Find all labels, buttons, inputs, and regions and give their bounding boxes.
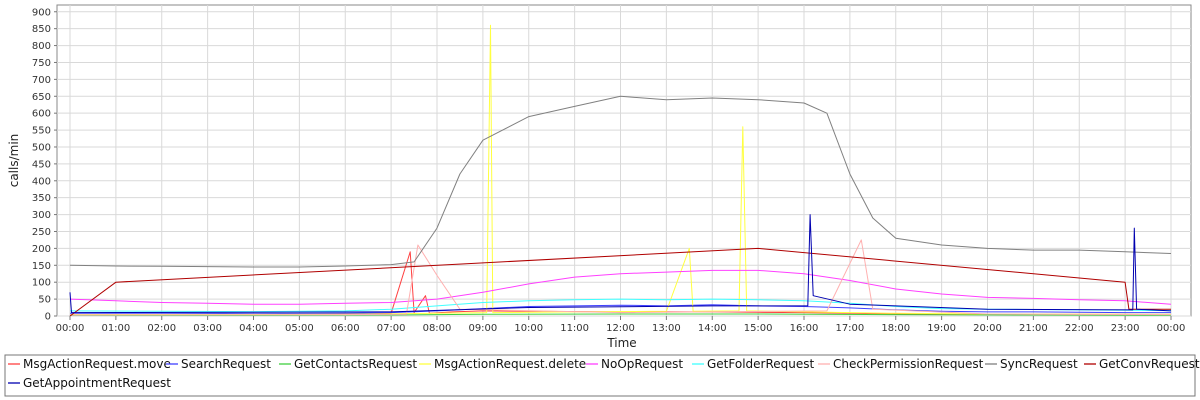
- y-tick-label: 450: [32, 159, 51, 170]
- y-tick-label: 350: [32, 193, 51, 204]
- x-tick-label: 09:00: [468, 323, 497, 334]
- x-tick-label: 15:00: [744, 323, 773, 334]
- y-tick-label: 850: [32, 24, 51, 35]
- legend-label: SearchRequest: [181, 357, 271, 371]
- legend-item: SyncRequest: [985, 357, 1078, 371]
- y-tick-label: 300: [32, 210, 51, 221]
- series-line-getcontactsrequest: [70, 313, 1172, 316]
- legend-label: SyncRequest: [1000, 357, 1078, 371]
- x-tick-label: 08:00: [423, 323, 452, 334]
- y-axis-title: calls/min: [7, 134, 21, 188]
- legend-label: NoOpRequest: [601, 357, 683, 371]
- y-tick-label: 650: [32, 92, 51, 103]
- y-tick-label: 150: [32, 261, 51, 272]
- y-tick-label: 0: [45, 312, 51, 323]
- legend-label: GetContactsRequest: [294, 357, 417, 371]
- legend-box: [4, 354, 1196, 397]
- legend-item: GetAppointmentRequest: [8, 376, 171, 390]
- legend-item: NoOpRequest: [586, 357, 683, 371]
- x-tick-label: 05:00: [285, 323, 314, 334]
- y-tick-label: 500: [32, 142, 51, 153]
- y-tick-label: 750: [32, 58, 51, 69]
- x-tick-label: 06:00: [331, 323, 360, 334]
- y-tick-label: 200: [32, 244, 51, 255]
- series-line-getfolderrequest: [69, 298, 1172, 313]
- x-tick-label: 02:00: [147, 323, 176, 334]
- x-tick-label: 17:00: [835, 323, 864, 334]
- x-tick-label: 00:00: [1157, 323, 1186, 334]
- x-tick-label: 19:00: [927, 323, 956, 334]
- y-tick-label: 250: [32, 227, 51, 238]
- legend-item: CheckPermissionRequest: [818, 357, 984, 371]
- y-tick-label: 700: [32, 75, 51, 86]
- x-tick-label: 22:00: [1065, 323, 1094, 334]
- legend-label: CheckPermissionRequest: [833, 357, 984, 371]
- legend-label: MsgActionRequest.move: [23, 357, 171, 371]
- x-tick-label: 12:00: [606, 323, 635, 334]
- legend-item: MsgActionRequest.move: [8, 357, 171, 371]
- x-tick-label: 21:00: [1019, 323, 1048, 334]
- series-line-getappointmentrequest: [69, 214, 1172, 314]
- x-tick-label: 23:00: [1111, 323, 1140, 334]
- x-axis: 00:00 01:00 02:00 03:00 04:00 05:00 06:00 07:00…: [56, 316, 1186, 334]
- y-tick-label: 50: [38, 295, 51, 306]
- x-tick-label: 01:00: [101, 323, 130, 334]
- x-tick-label: 13:00: [652, 323, 681, 334]
- series-line-syncrequest: [69, 95, 1172, 268]
- legend-label: GetAppointmentRequest: [23, 376, 171, 390]
- x-tick-label: 00:00: [56, 323, 85, 334]
- legend-label: GetConvRequest: [1099, 357, 1200, 371]
- legend-item: GetConvRequest: [1084, 357, 1200, 371]
- series-line-msgactionrequest-delete: [69, 24, 1172, 316]
- series-line-nooprequest: [69, 269, 1172, 305]
- legend-item: MsgActionRequest.delete: [419, 357, 586, 371]
- x-tick-label: 07:00: [377, 323, 406, 334]
- legend-item: GetContactsRequest: [279, 357, 417, 371]
- series-layer: [69, 24, 1172, 317]
- series-line-checkpermissionrequest: [69, 239, 1172, 316]
- y-axis: 0 50 100 150 200 250 300 350 400 450 500 550 600 650 7…: [32, 7, 57, 323]
- series-line-getconvrequest: [69, 247, 1171, 317]
- x-tick-label: 20:00: [973, 323, 1002, 334]
- plot-area: [56, 4, 1192, 317]
- y-tick-label: 900: [32, 7, 51, 18]
- y-tick-label: 100: [32, 278, 51, 289]
- legend: MsgActionRequest.move SearchRequest GetCon…: [8, 357, 1200, 390]
- x-tick-label: 14:00: [698, 323, 727, 334]
- series-line-searchrequest: [70, 304, 1171, 315]
- y-tick-label: 400: [32, 176, 51, 187]
- y-tick-label: 550: [32, 126, 51, 137]
- legend-item: GetFolderRequest: [692, 357, 815, 371]
- x-tick-label: 18:00: [881, 323, 910, 334]
- legend-label: GetFolderRequest: [707, 357, 815, 371]
- y-tick-label: 600: [32, 109, 51, 120]
- legend-label: MsgActionRequest.delete: [434, 357, 586, 371]
- x-tick-label: 16:00: [790, 323, 819, 334]
- y-tick-label: 800: [32, 41, 51, 52]
- x-tick-label: 10:00: [514, 323, 543, 334]
- x-tick-label: 11:00: [560, 323, 589, 334]
- legend-item: SearchRequest: [166, 357, 271, 371]
- x-tick-label: 04:00: [239, 323, 268, 334]
- x-tick-label: 03:00: [193, 323, 222, 334]
- x-axis-title: Time: [606, 336, 636, 350]
